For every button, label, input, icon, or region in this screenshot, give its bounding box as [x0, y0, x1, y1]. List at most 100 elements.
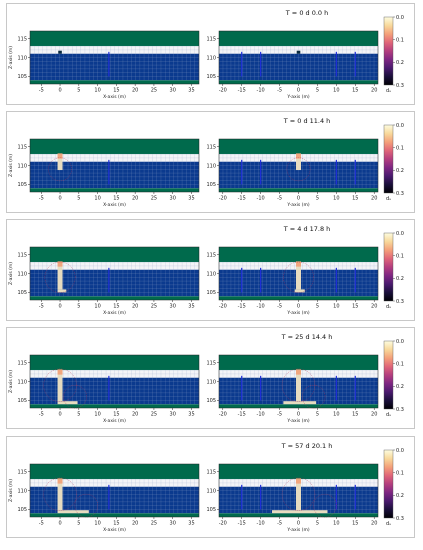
time-panel: T = 25 d 14.4 h -5 0 5 10 15 20 25 30 35 X-axis (m… [6, 327, 415, 429]
time-label: T = 25 d 14.4 h [281, 333, 333, 341]
colorbar: 0.0 0.1 0.2 0.3 dₛ [383, 15, 404, 94]
ground-layer [30, 31, 199, 47]
time-panel: T = 4 d 17.8 h -5 0 5 10 15 20 25 30 35 X-axis (m)… [6, 219, 415, 321]
tick-label: 35 [188, 521, 194, 527]
terrain-step [355, 479, 378, 483]
z-axis-label: Z-axis (m) [8, 262, 14, 285]
x-section-plot: -5 0 5 10 15 20 25 30 35 X-axis (m) 115 110 105Z-axi… [8, 138, 200, 208]
time-panel: T = 0 d 0.0 h -5 0 5 10 15 20 25 30 35 X-axis (m) 1… [6, 3, 415, 105]
time-label: T = 0 d 0.0 h [285, 9, 328, 17]
z-tick-label: 105 [17, 290, 27, 296]
tick-label: -20 [219, 304, 227, 310]
y-axis-label: Y-axis (m) [286, 310, 309, 316]
colorbar-label: dₛ [386, 88, 391, 94]
tick-label: 0 [58, 196, 61, 202]
tick-label: 25 [151, 88, 157, 94]
y-section-plot: -20 -15 -10 -5 0 5 10 15 20 Y-axis (m) 115 110 105 [206, 138, 379, 208]
tick-label: 20 [132, 88, 138, 94]
time-label: T = 57 d 20.1 h [281, 442, 333, 450]
tick-label: 30 [170, 88, 176, 94]
lateral-drawdown [57, 401, 78, 405]
z-tick-label: 115 [206, 36, 216, 42]
tick-label: 5 [316, 521, 319, 527]
tick-label: 0 [297, 304, 300, 310]
tick-label: 5 [77, 521, 80, 527]
terrain-step [355, 46, 378, 50]
tick-label: 15 [352, 304, 358, 310]
z-axis-label: Z-axis (m) [8, 46, 14, 69]
influence-circle [281, 477, 316, 511]
tick-label: 5 [77, 412, 80, 418]
tick-label: -5 [277, 521, 282, 527]
colorbar-tick-label: 0.0 [396, 123, 404, 129]
influence-circle [283, 261, 314, 293]
z-tick-label: 115 [17, 144, 27, 150]
tick-label: 15 [352, 521, 358, 527]
tick-label: 35 [188, 304, 194, 310]
colorbar: 0.0 0.1 0.2 0.3 dₛ [383, 448, 404, 527]
tick-label: -5 [277, 304, 282, 310]
tick-label: 10 [94, 88, 100, 94]
lateral-drawdown [57, 289, 67, 293]
drawdown-peak [296, 478, 301, 484]
tick-label: 10 [94, 521, 100, 527]
tick-label: -20 [219, 88, 227, 94]
x-axis-label: X-axis (m) [103, 94, 126, 100]
tick-label: 5 [316, 304, 319, 310]
z-tick-label: 115 [206, 469, 216, 475]
tick-label: -10 [257, 196, 265, 202]
tick-label: 25 [151, 521, 157, 527]
colorbar-bar [383, 449, 394, 519]
z-tick-label: 115 [17, 36, 27, 42]
tick-label: -5 [39, 521, 44, 527]
tick-label: 0 [297, 521, 300, 527]
tick-label: 0 [58, 412, 61, 418]
x-section-plot: -5 0 5 10 15 20 25 30 35 X-axis (m) 115 110 105Z-axi… [8, 354, 200, 424]
tick-label: 15 [352, 412, 358, 418]
drawdown-peak [57, 478, 63, 484]
drawdown-peak [296, 369, 301, 375]
colorbar: 0.0 0.1 0.2 0.3 dₛ [383, 123, 404, 202]
influence-circle [44, 261, 76, 293]
influence-circle [43, 368, 77, 402]
z-tick-label: 105 [17, 507, 27, 513]
terrain-step [355, 262, 378, 266]
dewatered-zone [296, 266, 301, 290]
tick-label: 30 [170, 304, 176, 310]
dewatered-zone [296, 158, 301, 171]
colorbar-tick-label: 0.0 [396, 231, 404, 237]
tick-label: -5 [39, 196, 44, 202]
tick-label: 10 [333, 304, 339, 310]
tick-label: 30 [170, 412, 176, 418]
tick-label: 10 [94, 196, 100, 202]
tick-label: 15 [113, 88, 119, 94]
colorbar-tick-label: 0.1 [396, 470, 404, 476]
well-head-marker [58, 50, 62, 54]
colorbar-tick-label: 0.2 [396, 60, 404, 66]
colorbar-tick-label: 0.0 [396, 15, 404, 21]
x-axis-label: X-axis (m) [103, 202, 126, 208]
tick-label: 10 [333, 196, 339, 202]
tick-label: -15 [238, 196, 246, 202]
z-axis-label: Z-axis (m) [8, 479, 14, 502]
time-label: T = 0 d 11.4 h [283, 117, 331, 125]
lateral-drawdown [294, 289, 305, 293]
colorbar-tick-label: 0.3 [396, 407, 404, 413]
colorbar-tick-label: 0.2 [396, 276, 404, 282]
tick-label: 5 [77, 304, 80, 310]
tick-label: 30 [170, 196, 176, 202]
tick-label: 15 [113, 521, 119, 527]
z-tick-label: 110 [206, 379, 216, 385]
colorbar-label: dₛ [386, 196, 391, 202]
base-layer [219, 513, 378, 517]
dewatered-zone [296, 374, 301, 402]
tick-label: 5 [77, 196, 80, 202]
tick-label: 30 [170, 521, 176, 527]
ground-layer [219, 355, 378, 371]
ground-layer [219, 31, 378, 47]
tick-label: 0 [58, 304, 61, 310]
drawdown-peak [57, 261, 63, 267]
tick-label: 15 [352, 196, 358, 202]
colorbar-tick-label: 0.1 [396, 145, 404, 151]
z-tick-label: 110 [17, 379, 27, 385]
